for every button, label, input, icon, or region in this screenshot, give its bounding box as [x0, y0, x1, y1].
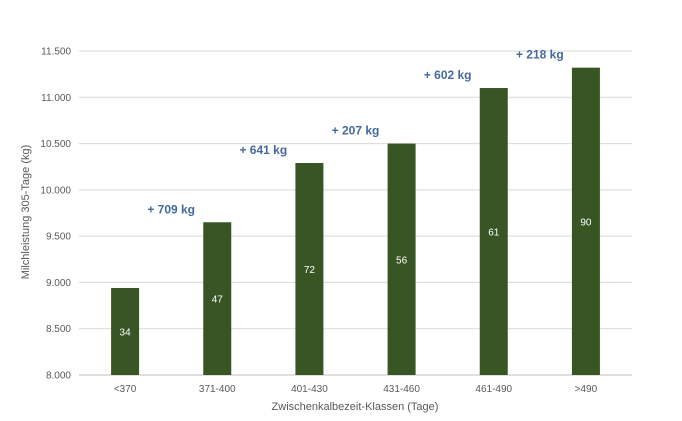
bar-data-label: 34	[120, 327, 132, 338]
difference-annotation: + 709 kg	[147, 202, 195, 216]
y-tick-label: 11.500	[41, 47, 71, 58]
bar-data-label: 56	[396, 255, 408, 266]
x-tick-label: 371-400	[199, 384, 236, 395]
y-tick-label: 9.500	[46, 232, 71, 243]
y-tick-label: 10.500	[40, 139, 71, 150]
difference-annotation: + 602 kg	[424, 68, 472, 82]
y-axis-title: Milchleistung 305-Tage (kg)	[20, 145, 32, 280]
bar	[479, 88, 508, 376]
bar-data-label: 72	[304, 265, 316, 276]
x-tick-label: 461-490	[475, 384, 512, 395]
y-tick-label: 10.000	[40, 185, 71, 196]
bar-data-label: 47	[212, 295, 224, 306]
bar	[571, 67, 600, 376]
tick-labels: 8.000 8.500 9.000 9.500 10.000 10.500 11.000 11…	[40, 47, 597, 396]
bars: 34 47 72 56 61 90	[111, 67, 600, 376]
x-tick-label: >490	[575, 384, 598, 395]
y-tick-label: 8.500	[46, 324, 71, 335]
y-tick-label: 11.000	[41, 93, 71, 104]
bar	[203, 222, 232, 375]
x-tick-label: 401-430	[291, 384, 328, 395]
difference-annotation: + 641 kg	[239, 143, 287, 157]
bar-data-label: 61	[488, 228, 500, 239]
x-tick-label: <370	[114, 384, 137, 395]
bar	[111, 287, 140, 375]
x-tick-label: 431-460	[383, 384, 420, 395]
difference-annotation: + 218 kg	[516, 48, 564, 62]
y-tick-label: 9.000	[46, 278, 71, 289]
annotations: + 709 kg + 641 kg + 207 kg + 602 kg + 218 kg	[147, 48, 563, 217]
y-tick-label: 8.000	[46, 371, 71, 382]
bar	[295, 163, 324, 375]
x-axis-title: Zwischenkalbezeit-Klassen (Tage)	[272, 401, 439, 413]
difference-annotation: + 207 kg	[332, 124, 380, 138]
gridlines	[79, 50, 632, 376]
bar-data-label: 90	[580, 217, 592, 228]
bar	[387, 143, 416, 375]
